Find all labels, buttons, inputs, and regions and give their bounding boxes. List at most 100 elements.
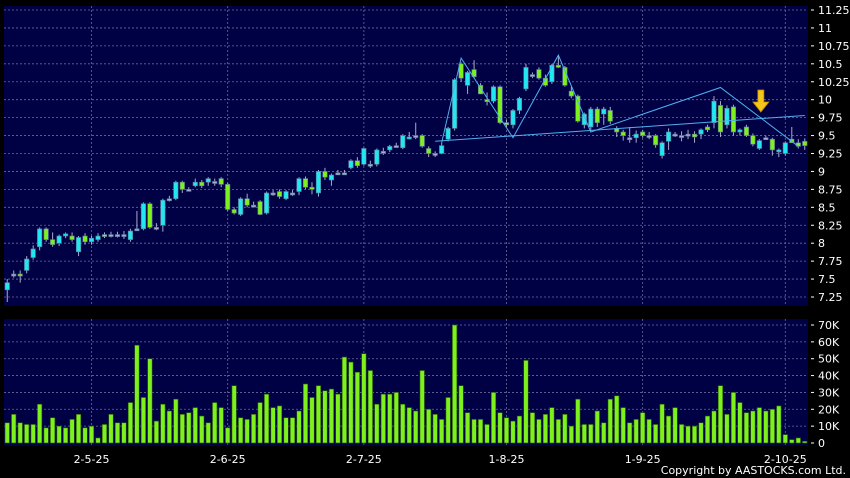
copyright-text: Copyright by AASTOCKS.com Ltd. — [660, 464, 846, 477]
volume-bar — [549, 407, 555, 444]
volume-bar — [166, 410, 172, 444]
candle-body — [536, 69, 542, 79]
volume-bar — [380, 393, 386, 444]
y-tick-label: 7.75 — [818, 255, 843, 268]
volume-bar — [698, 422, 704, 444]
candle — [257, 200, 263, 216]
candle-body — [627, 137, 633, 141]
candle — [769, 137, 775, 156]
candle — [328, 173, 334, 186]
volume-bar — [212, 402, 218, 444]
volume-bar — [646, 419, 652, 444]
volume-bar — [614, 395, 620, 444]
volume-bar — [315, 385, 322, 444]
candle — [601, 106, 607, 125]
candle — [607, 106, 613, 125]
volume-bar — [581, 424, 587, 444]
candle — [147, 202, 153, 229]
candle-body — [296, 178, 302, 192]
candle — [37, 227, 43, 251]
candle — [439, 142, 445, 155]
volume-bar — [445, 397, 451, 444]
candle-body — [633, 133, 639, 139]
candle — [646, 131, 652, 140]
candle — [406, 131, 412, 140]
volume-tick-label: 40K — [818, 370, 840, 383]
candle-body — [704, 126, 711, 131]
candle-body — [277, 191, 283, 197]
volume-bar — [516, 415, 523, 444]
volume-bar — [555, 419, 561, 444]
y-tick-label: 7.25 — [818, 291, 843, 304]
y-tick-label: 8 — [818, 237, 825, 250]
candle-body — [432, 153, 438, 156]
candle — [679, 131, 685, 142]
candle — [756, 139, 762, 150]
candle — [43, 227, 49, 242]
volume-bar — [432, 414, 438, 444]
candle-body — [724, 107, 730, 126]
volume-bar — [283, 417, 289, 444]
candle — [523, 63, 529, 92]
candle-body — [555, 64, 561, 68]
volume-bar — [490, 392, 497, 444]
candle — [179, 180, 185, 193]
candle-body — [108, 234, 114, 237]
candle — [588, 106, 594, 130]
volume-bar — [536, 419, 542, 444]
candle — [750, 133, 756, 147]
volume-bar — [659, 403, 665, 444]
candle-body — [37, 228, 43, 248]
candle-body — [445, 128, 451, 140]
volume-bar — [478, 419, 484, 444]
volume-bar — [685, 425, 691, 444]
volume-bar — [173, 398, 179, 444]
candle-body — [413, 135, 419, 138]
candle-body — [289, 192, 296, 196]
candle — [354, 157, 360, 168]
candle-body — [302, 178, 309, 188]
candle-body — [380, 151, 386, 154]
candle — [413, 122, 419, 140]
candle-body — [335, 172, 341, 176]
candle — [76, 236, 82, 257]
candle-body — [283, 191, 289, 200]
candle — [322, 167, 328, 181]
volume-bar — [11, 414, 17, 444]
volume-bar — [588, 424, 594, 444]
volume-bar — [147, 358, 153, 444]
volume-bar — [419, 370, 425, 444]
y-tick-label: 10.75 — [818, 40, 850, 53]
candle-body — [802, 141, 808, 146]
candle-body — [387, 146, 393, 151]
candle-body — [322, 171, 328, 178]
candle — [309, 182, 315, 195]
volume-bar — [497, 412, 503, 444]
volume-bar — [679, 424, 685, 444]
volume-bar — [795, 437, 801, 444]
candle-body — [69, 235, 75, 240]
y-tick-label: 7.5 — [818, 273, 836, 286]
volume-bar — [529, 412, 535, 444]
volume-bar — [309, 397, 315, 444]
candle-body — [179, 181, 185, 190]
candle — [121, 230, 127, 239]
candle-body — [400, 135, 406, 149]
candle — [277, 189, 283, 199]
volume-bar — [17, 422, 23, 444]
candle — [802, 138, 808, 150]
volume-bar — [471, 419, 477, 444]
candle — [341, 170, 347, 176]
candle-body — [127, 230, 133, 240]
candle-body — [743, 126, 749, 136]
candle-body — [153, 227, 159, 230]
candle — [160, 198, 166, 232]
candle-body — [717, 105, 724, 133]
volume-bar — [76, 414, 82, 444]
volume-bar — [387, 393, 393, 444]
candle-body — [653, 135, 659, 146]
candle-body — [679, 135, 685, 138]
candle — [289, 190, 296, 196]
volume-tick-label: 20K — [818, 403, 840, 416]
candle — [490, 85, 497, 104]
